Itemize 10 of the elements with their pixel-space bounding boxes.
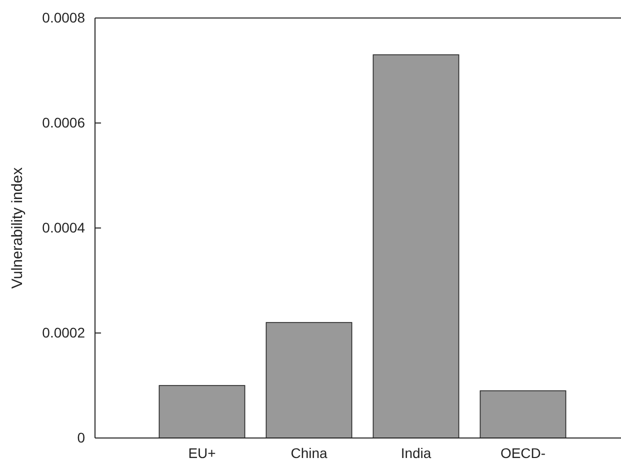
x-tick-label: China xyxy=(290,444,328,461)
y-tick-label: 0.0008 xyxy=(42,9,86,26)
y-tick-label: 0.0002 xyxy=(42,324,86,340)
y-axis-title: Vulnerability index xyxy=(9,166,26,289)
y-tick-label: 0.0006 xyxy=(42,114,86,130)
x-tick-label: India xyxy=(400,444,432,461)
y-tick-label: 0 xyxy=(77,429,86,446)
y-tick-label: 0.0004 xyxy=(42,219,86,236)
x-tick-label: OECD- xyxy=(500,444,546,461)
x-tick-label: EU+ xyxy=(188,444,216,461)
